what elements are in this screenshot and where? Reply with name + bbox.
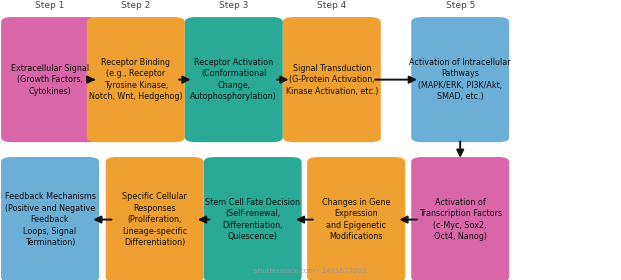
FancyBboxPatch shape	[87, 17, 185, 142]
Text: Signal Transduction
(G-Protein Activation,
Kinase Activation, etc.): Signal Transduction (G-Protein Activatio…	[286, 64, 378, 95]
FancyBboxPatch shape	[185, 17, 283, 142]
FancyBboxPatch shape	[307, 157, 405, 280]
Text: Step 5: Step 5	[445, 1, 475, 10]
Text: Step 4: Step 4	[317, 1, 347, 10]
Text: Feedback Mechanisms
(Positive and Negative
Feedback
Loops, Signal
Termination): Feedback Mechanisms (Positive and Negati…	[4, 192, 96, 247]
Text: Receptor Binding
(e.g., Receptor
Tyrosine Kinase,
Notch, Wnt, Hedgehog): Receptor Binding (e.g., Receptor Tyrosin…	[89, 58, 183, 101]
FancyBboxPatch shape	[283, 17, 381, 142]
FancyBboxPatch shape	[1, 17, 99, 142]
Text: Activation of
Transcription Factors
(c-Myc, Sox2,
Oct4, Nanog): Activation of Transcription Factors (c-M…	[419, 198, 502, 241]
FancyBboxPatch shape	[106, 157, 204, 280]
FancyBboxPatch shape	[411, 17, 509, 142]
Text: Specific Cellular
Responses
(Proliferation,
Lineage-specific
Differentiation): Specific Cellular Responses (Proliferati…	[122, 192, 188, 247]
Text: Activation of Intracellular
Pathways
(MAPK/ERK, PI3K/Akt,
SMAD, etc.): Activation of Intracellular Pathways (MA…	[409, 58, 511, 101]
Text: Step 2: Step 2	[121, 1, 150, 10]
Text: Step 1: Step 1	[35, 1, 65, 10]
Text: Stem Cell Fate Decision
(Self-renewal,
Differentiation,
Quiescence): Stem Cell Fate Decision (Self-renewal, D…	[205, 198, 300, 241]
Text: Extracellular Signal
(Growth Factors,
Cytokines): Extracellular Signal (Growth Factors, Cy…	[11, 64, 89, 95]
FancyBboxPatch shape	[204, 157, 302, 280]
Text: Step 3: Step 3	[219, 1, 248, 10]
Text: Receptor Activation
(Conformational
Change,
Autophosphorylation): Receptor Activation (Conformational Chan…	[191, 58, 277, 101]
FancyBboxPatch shape	[1, 157, 99, 280]
Text: Changes in Gene
Expression
and Epigenetic
Modifications: Changes in Gene Expression and Epigeneti…	[322, 198, 391, 241]
Text: shutterstock.com · 2491677003: shutterstock.com · 2491677003	[254, 269, 367, 274]
FancyBboxPatch shape	[411, 157, 509, 280]
